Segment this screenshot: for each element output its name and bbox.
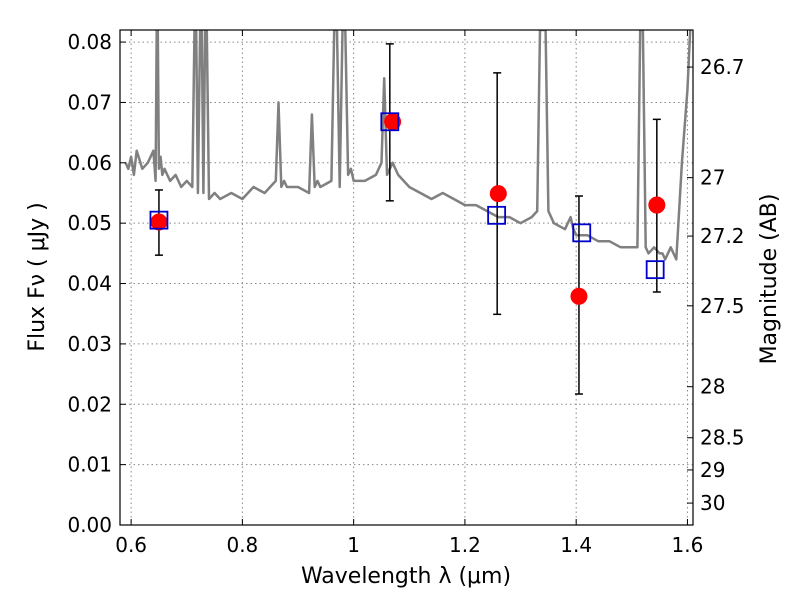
model-point [645, 260, 665, 280]
model-point [572, 223, 592, 243]
y2-tick-label: 27 [700, 166, 725, 190]
y-axis-ticks: 0.00 0.01 0.02 0.03 0.04 0.05 0.06 0.07 0.08 [67, 30, 126, 537]
y2-tick-label: 27.2 [700, 224, 745, 248]
x-tick-label: 1.2 [449, 533, 481, 557]
x-tick-label: 0.6 [115, 533, 147, 557]
y-tick-label: 0.00 [67, 513, 112, 537]
observed-point [570, 287, 588, 305]
x-tick-label: 1.6 [672, 533, 704, 557]
x-tick-label: 0.8 [226, 533, 258, 557]
y2-axis-ticks: 26.7 27 27.2 27.5 28 28.5 29 30 [687, 55, 745, 515]
x-axis-ticks: 0.6 0.8 1 1.2 1.4 1.6 [115, 30, 703, 557]
y-tick-label: 0.07 [67, 90, 112, 114]
model-point [149, 210, 169, 230]
x-axis-label: Wavelength λ (μm) [301, 564, 511, 589]
model-layer [149, 112, 665, 280]
y-tick-label: 0.03 [67, 332, 112, 356]
model-point [487, 205, 507, 225]
model-point [380, 112, 400, 132]
observed-point [489, 185, 507, 203]
grid [120, 30, 693, 526]
y2-tick-label: 29 [700, 458, 725, 482]
y2-axis-label: Magnitude (AB) [757, 194, 782, 365]
x-tick-label: 1 [347, 533, 360, 557]
errorbar-layer [154, 43, 661, 395]
observed-point [648, 196, 666, 214]
y-tick-label: 0.08 [67, 30, 112, 54]
y-axis-label: Flux Fν ( μJy ) [25, 202, 50, 351]
plot-frame [119, 29, 694, 526]
y2-tick-label: 28 [700, 375, 725, 399]
y-tick-label: 0.06 [67, 151, 112, 175]
y2-tick-label: 26.7 [700, 55, 745, 79]
y-tick-label: 0.05 [67, 211, 112, 235]
y2-tick-label: 27.5 [700, 294, 745, 318]
spectrum-line [124, 30, 692, 261]
observed-point [150, 213, 168, 231]
y-tick-label: 0.04 [67, 272, 112, 296]
observed-layer [150, 113, 666, 305]
spectrum-layer [124, 30, 692, 261]
x-tick-label: 1.4 [560, 533, 592, 557]
y2-tick-label: 28.5 [700, 426, 745, 450]
y-tick-label: 0.01 [67, 453, 112, 477]
y-tick-label: 0.02 [67, 392, 112, 416]
y2-tick-label: 30 [700, 491, 725, 515]
